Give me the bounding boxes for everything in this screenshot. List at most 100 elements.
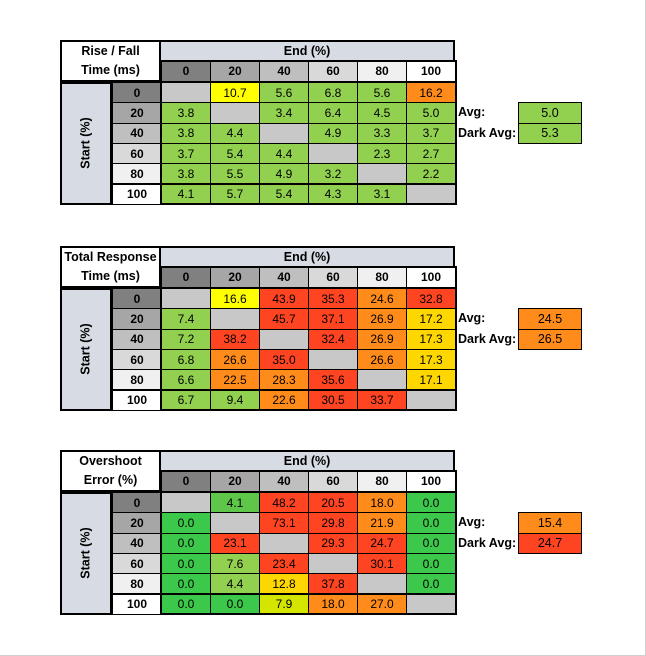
data-cell: 9.4 <box>210 389 260 411</box>
data-cell: 35.6 <box>308 369 358 391</box>
data-cell: 26.9 <box>357 308 407 330</box>
data-cell: 3.2 <box>308 163 358 185</box>
data-cell: 26.6 <box>357 348 407 371</box>
data-cell: 5.4 <box>210 142 260 165</box>
row-header-80: 80 <box>112 369 162 391</box>
row-header-60: 60 <box>112 348 162 371</box>
data-cell: 73.1 <box>259 512 309 534</box>
row-header-40: 40 <box>112 328 162 350</box>
data-cell: 23.4 <box>259 552 309 575</box>
data-cell: 5.6 <box>259 82 309 104</box>
table-title-line: Time (ms) <box>81 269 140 284</box>
data-cell <box>308 552 358 575</box>
row-header-20: 20 <box>112 512 162 534</box>
data-cell: 0.0 <box>406 512 456 534</box>
data-cell: 24.7 <box>357 532 407 554</box>
data-cell: 4.9 <box>308 122 358 144</box>
row-header-40: 40 <box>112 122 162 144</box>
data-cell: 35.3 <box>308 288 358 310</box>
data-cell: 3.3 <box>357 122 407 144</box>
column-header-20: 20 <box>210 470 260 492</box>
data-cell: 16.2 <box>406 82 456 104</box>
row-axis-header: Start (%) <box>60 82 112 205</box>
data-cell: 33.7 <box>357 389 407 411</box>
data-cell: 37.1 <box>308 308 358 330</box>
table-title-1: Total Response Time (ms) <box>60 246 161 288</box>
row-header-100: 100 <box>112 389 162 411</box>
data-cell: 5.6 <box>357 82 407 104</box>
data-cell: 20.5 <box>308 492 358 514</box>
row-axis-label: Start (%) <box>79 527 93 580</box>
data-cell: 17.2 <box>406 308 456 330</box>
data-cell: 3.1 <box>357 183 407 205</box>
table-title-line: Total Response <box>64 250 157 265</box>
data-cell <box>259 328 309 350</box>
data-cell <box>357 163 407 185</box>
data-cell: 5.0 <box>406 102 456 124</box>
data-cell: 4.4 <box>210 573 260 595</box>
column-header-60: 60 <box>308 60 358 82</box>
data-cell: 6.6 <box>161 369 211 391</box>
column-header-100: 100 <box>406 266 456 288</box>
row-header-40: 40 <box>112 532 162 554</box>
data-cell: 0.0 <box>210 593 260 615</box>
table-title-0: Rise / Fall Time (ms) <box>60 40 161 82</box>
avg-value: 15.4 <box>518 512 582 534</box>
data-cell: 32.8 <box>406 288 456 310</box>
data-cell: 29.3 <box>308 532 358 554</box>
data-cell: 0.0 <box>406 492 456 514</box>
row-header-100: 100 <box>112 593 162 615</box>
data-cell: 4.1 <box>161 183 211 205</box>
column-header-100: 100 <box>406 470 456 492</box>
column-header-0: 0 <box>161 266 211 288</box>
data-cell: 6.7 <box>161 389 211 411</box>
data-cell: 7.9 <box>259 593 309 615</box>
row-axis-header: Start (%) <box>60 492 112 615</box>
row-axis-header: Start (%) <box>60 288 112 411</box>
data-cell: 4.5 <box>357 102 407 124</box>
row-header-60: 60 <box>112 142 162 165</box>
column-axis-header: End (%) <box>159 40 455 62</box>
row-header-100: 100 <box>112 183 162 205</box>
data-cell <box>406 389 456 411</box>
data-cell: 2.7 <box>406 142 456 165</box>
avg-label: Avg: <box>458 105 486 120</box>
data-cell: 16.6 <box>210 288 260 310</box>
data-cell: 6.8 <box>308 82 358 104</box>
data-cell: 0.0 <box>161 532 211 554</box>
data-cell <box>308 142 358 165</box>
data-cell: 26.6 <box>210 348 260 371</box>
data-cell: 3.4 <box>259 102 309 124</box>
column-header-20: 20 <box>210 60 260 82</box>
data-cell <box>259 532 309 554</box>
row-header-0: 0 <box>112 82 162 104</box>
data-cell: 5.5 <box>210 163 260 185</box>
data-cell: 5.7 <box>210 183 260 205</box>
row-header-60: 60 <box>112 552 162 575</box>
dark-avg-label: Dark Avg: <box>458 535 517 550</box>
table-title-line: Time (ms) <box>81 63 140 78</box>
row-header-20: 20 <box>112 308 162 330</box>
row-header-20: 20 <box>112 102 162 124</box>
dark-avg-label: Dark Avg: <box>458 125 517 140</box>
data-cell: 4.3 <box>308 183 358 205</box>
data-cell <box>406 593 456 615</box>
avg-label: Avg: <box>458 515 486 530</box>
data-cell: 22.6 <box>259 389 309 411</box>
data-cell: 26.9 <box>357 328 407 350</box>
data-cell: 30.5 <box>308 389 358 411</box>
dark-avg-value: 5.3 <box>518 122 582 144</box>
data-cell: 0.0 <box>406 552 456 575</box>
row-header-0: 0 <box>112 492 162 514</box>
dark-avg-label: Dark Avg: <box>458 331 517 346</box>
column-header-80: 80 <box>357 266 407 288</box>
data-cell <box>210 512 260 534</box>
data-cell: 4.4 <box>259 142 309 165</box>
data-cell: 17.3 <box>406 328 456 350</box>
column-header-100: 100 <box>406 60 456 82</box>
data-cell: 5.4 <box>259 183 309 205</box>
data-cell: 28.3 <box>259 369 309 391</box>
data-cell <box>406 183 456 205</box>
table-title-line: Rise / Fall <box>81 44 140 59</box>
column-header-60: 60 <box>308 470 358 492</box>
